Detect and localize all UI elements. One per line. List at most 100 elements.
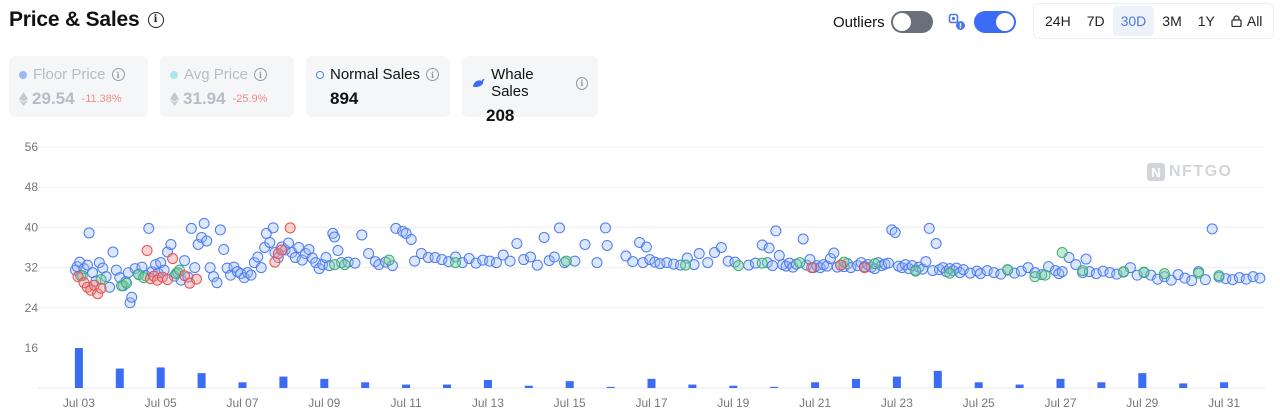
- x-tick-label: Jul 27: [1044, 396, 1076, 410]
- whale-sales-value: 208: [486, 106, 515, 125]
- normal-point: [538, 231, 550, 243]
- y-axis-ticks: 16 24 32 40 48 56: [25, 140, 39, 355]
- range-3m[interactable]: 3M: [1162, 13, 1182, 29]
- normal-point: [267, 222, 279, 234]
- whale_green-point: [732, 260, 744, 272]
- whale-filter-icon: [948, 13, 965, 30]
- sales-bar: [892, 376, 901, 388]
- normal-point: [252, 251, 264, 263]
- sales-bar: [156, 367, 165, 388]
- normal-point: [579, 238, 591, 250]
- sales-bars: [74, 348, 1229, 388]
- whale_red-point: [284, 222, 296, 234]
- normal-point: [201, 235, 213, 247]
- normal-sales-card[interactable]: Normal Sales i 894: [306, 56, 450, 117]
- sales-bar: [1179, 383, 1188, 388]
- normal-point: [429, 252, 441, 264]
- normal-point: [1158, 271, 1170, 283]
- range-24h[interactable]: 24H: [1045, 13, 1071, 29]
- info-icon[interactable]: i: [575, 76, 588, 90]
- normal-point: [185, 222, 197, 234]
- normal-point: [255, 262, 267, 274]
- gridlines: [38, 146, 1265, 389]
- normal-point: [504, 255, 516, 267]
- normal-point: [363, 248, 375, 260]
- sales-bar: [852, 378, 861, 388]
- normal-point: [920, 256, 932, 268]
- normal-point: [627, 256, 639, 268]
- normal-point: [104, 281, 116, 293]
- info-icon[interactable]: i: [426, 68, 440, 81]
- normal-point: [1227, 274, 1239, 286]
- sales-bar: [115, 368, 124, 388]
- nftgo-logo-icon: N: [1147, 163, 1165, 181]
- range-all-label: All: [1246, 13, 1263, 29]
- whale_red-point: [167, 253, 179, 265]
- whale_green-point: [910, 265, 922, 277]
- normal-point: [405, 233, 417, 245]
- normal-point: [490, 257, 502, 269]
- whale_green-point: [1138, 266, 1150, 278]
- sales-bar: [565, 381, 574, 388]
- avg-price-delta: -25.9%: [232, 93, 268, 105]
- eth-icon: [170, 92, 179, 106]
- normal-point: [218, 244, 230, 256]
- whale-toggle[interactable]: [974, 11, 1016, 33]
- avg-price-value-row: 31.94 -25.9%: [170, 89, 284, 109]
- normal-point: [1186, 275, 1198, 287]
- whale_green-point: [450, 257, 462, 269]
- sales-bar: [974, 382, 983, 388]
- normal-point: [988, 267, 1000, 279]
- range-7d[interactable]: 7D: [1086, 13, 1105, 29]
- sales-bar: [1138, 373, 1147, 388]
- normal-point: [525, 251, 537, 263]
- x-tick-label: Jul 25: [963, 396, 995, 410]
- normal-point: [1233, 272, 1245, 284]
- whale_red-point: [190, 273, 202, 285]
- x-tick-label: Jul 17: [635, 396, 667, 410]
- whale_green-point: [1118, 266, 1130, 278]
- normal-point: [81, 259, 93, 271]
- normal-point: [204, 262, 216, 274]
- normal-sales-value: 894: [330, 89, 359, 108]
- range-30d[interactable]: 30D: [1112, 6, 1155, 36]
- floor-price-card[interactable]: Floor Price i 29.54 -11.38%: [9, 56, 148, 117]
- normal-point: [824, 253, 836, 265]
- range-all[interactable]: All: [1223, 6, 1271, 36]
- whale_red-point: [95, 282, 107, 294]
- floor-price-dot: [19, 70, 27, 79]
- normal-point: [107, 246, 119, 258]
- normal-point: [386, 260, 398, 272]
- whale_green-point: [1039, 269, 1051, 281]
- whale_green-point: [339, 259, 351, 271]
- toggle-knob: [892, 13, 911, 31]
- whale_green-point: [1056, 247, 1068, 259]
- x-tick-label: Jul 13: [472, 396, 504, 410]
- outliers-toggle[interactable]: [890, 11, 933, 33]
- normal-point: [1206, 223, 1218, 235]
- info-icon[interactable]: i: [147, 12, 164, 28]
- avg-price-card[interactable]: Avg Price i 31.94 -25.9%: [160, 56, 294, 117]
- sales-bar: [443, 384, 452, 388]
- normal-point: [1015, 265, 1027, 277]
- sales-bar: [606, 386, 615, 388]
- whale_green-point: [329, 259, 341, 271]
- normal-point: [981, 265, 993, 277]
- sales-bar: [729, 385, 738, 388]
- info-icon[interactable]: i: [253, 68, 267, 81]
- whale-icon: [472, 78, 485, 87]
- normal-point: [1199, 274, 1211, 286]
- range-1y[interactable]: 1Y: [1197, 13, 1215, 29]
- sales-bar: [197, 373, 206, 388]
- info-icon[interactable]: i: [111, 68, 125, 81]
- whale-sales-card[interactable]: Whale Sales i 208: [462, 56, 598, 125]
- normal-point: [531, 259, 543, 271]
- sales-bar: [320, 378, 329, 388]
- normal-point: [1090, 268, 1102, 280]
- x-tick-label: Jul 23: [881, 396, 913, 410]
- normal-point: [211, 277, 223, 289]
- normal-point: [661, 257, 673, 269]
- normal-point: [1247, 271, 1259, 283]
- normal-point: [1254, 272, 1266, 284]
- normal-point: [797, 233, 809, 245]
